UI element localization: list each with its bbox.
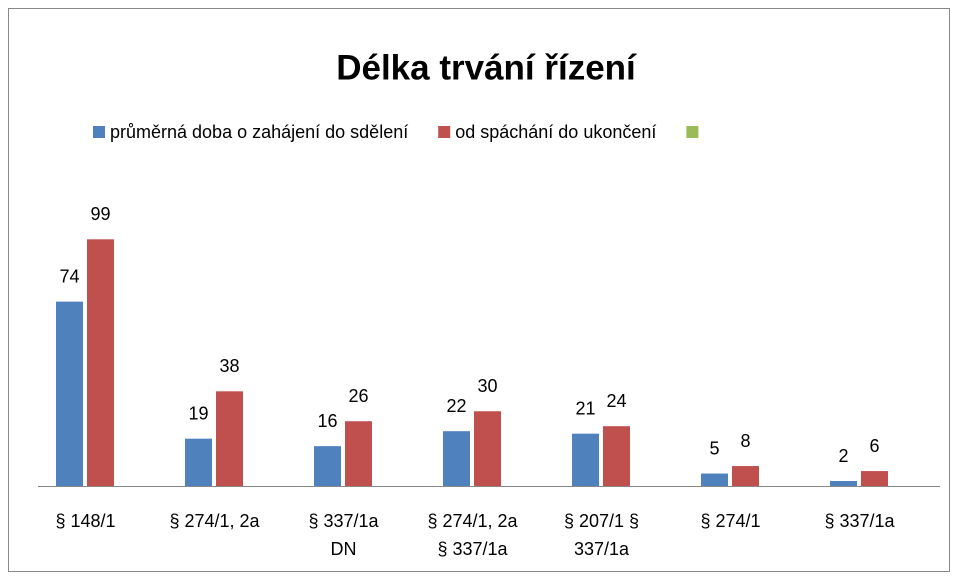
- data-label: 21: [575, 398, 595, 418]
- x-tick-label: § 274/1: [700, 511, 760, 531]
- data-label: 8: [740, 431, 750, 451]
- chart-border: [8, 8, 950, 572]
- bar: [732, 466, 759, 486]
- bar: [572, 433, 599, 486]
- bar: [87, 239, 114, 486]
- data-label: 26: [348, 386, 368, 406]
- x-tick-label: § 207/1 § 337/1a: [564, 511, 639, 559]
- chart-title: Délka trvání řízení: [336, 48, 637, 87]
- bar: [830, 481, 857, 486]
- data-label: 16: [317, 411, 337, 431]
- bar: [56, 301, 83, 486]
- x-tick-label: § 148/1: [55, 511, 115, 531]
- x-tick-label: § 337/1a: [824, 511, 895, 531]
- bar: [216, 391, 243, 486]
- data-label: 38: [219, 356, 239, 376]
- bar: [185, 438, 212, 486]
- bar: [603, 426, 630, 486]
- legend-swatch: [93, 126, 105, 138]
- data-label: 22: [446, 396, 466, 416]
- data-label: 19: [188, 403, 208, 423]
- legend-swatch: [686, 126, 699, 138]
- bar: [314, 446, 341, 486]
- data-label: 24: [606, 391, 626, 411]
- bar: [474, 411, 501, 486]
- x-tick-label: § 274/1, 2a: [169, 511, 260, 531]
- data-label: 5: [709, 438, 719, 458]
- legend-label: od spáchání do ukončení: [455, 122, 656, 142]
- bar: [861, 471, 888, 486]
- bar: [701, 473, 728, 486]
- bar: [345, 421, 372, 486]
- x-tick-label: § 337/1a DN: [308, 511, 379, 559]
- data-label: 30: [477, 376, 497, 396]
- data-label: 2: [838, 446, 848, 466]
- data-label: 6: [869, 436, 879, 456]
- legend-swatch: [438, 126, 451, 138]
- bar: [443, 431, 470, 486]
- legend-label: průměrná doba o zahájení do sdělení: [110, 122, 408, 142]
- data-label: 74: [59, 266, 79, 286]
- x-tick-label: § 274/1, 2a § 337/1a: [427, 511, 518, 559]
- data-label: 99: [90, 204, 110, 224]
